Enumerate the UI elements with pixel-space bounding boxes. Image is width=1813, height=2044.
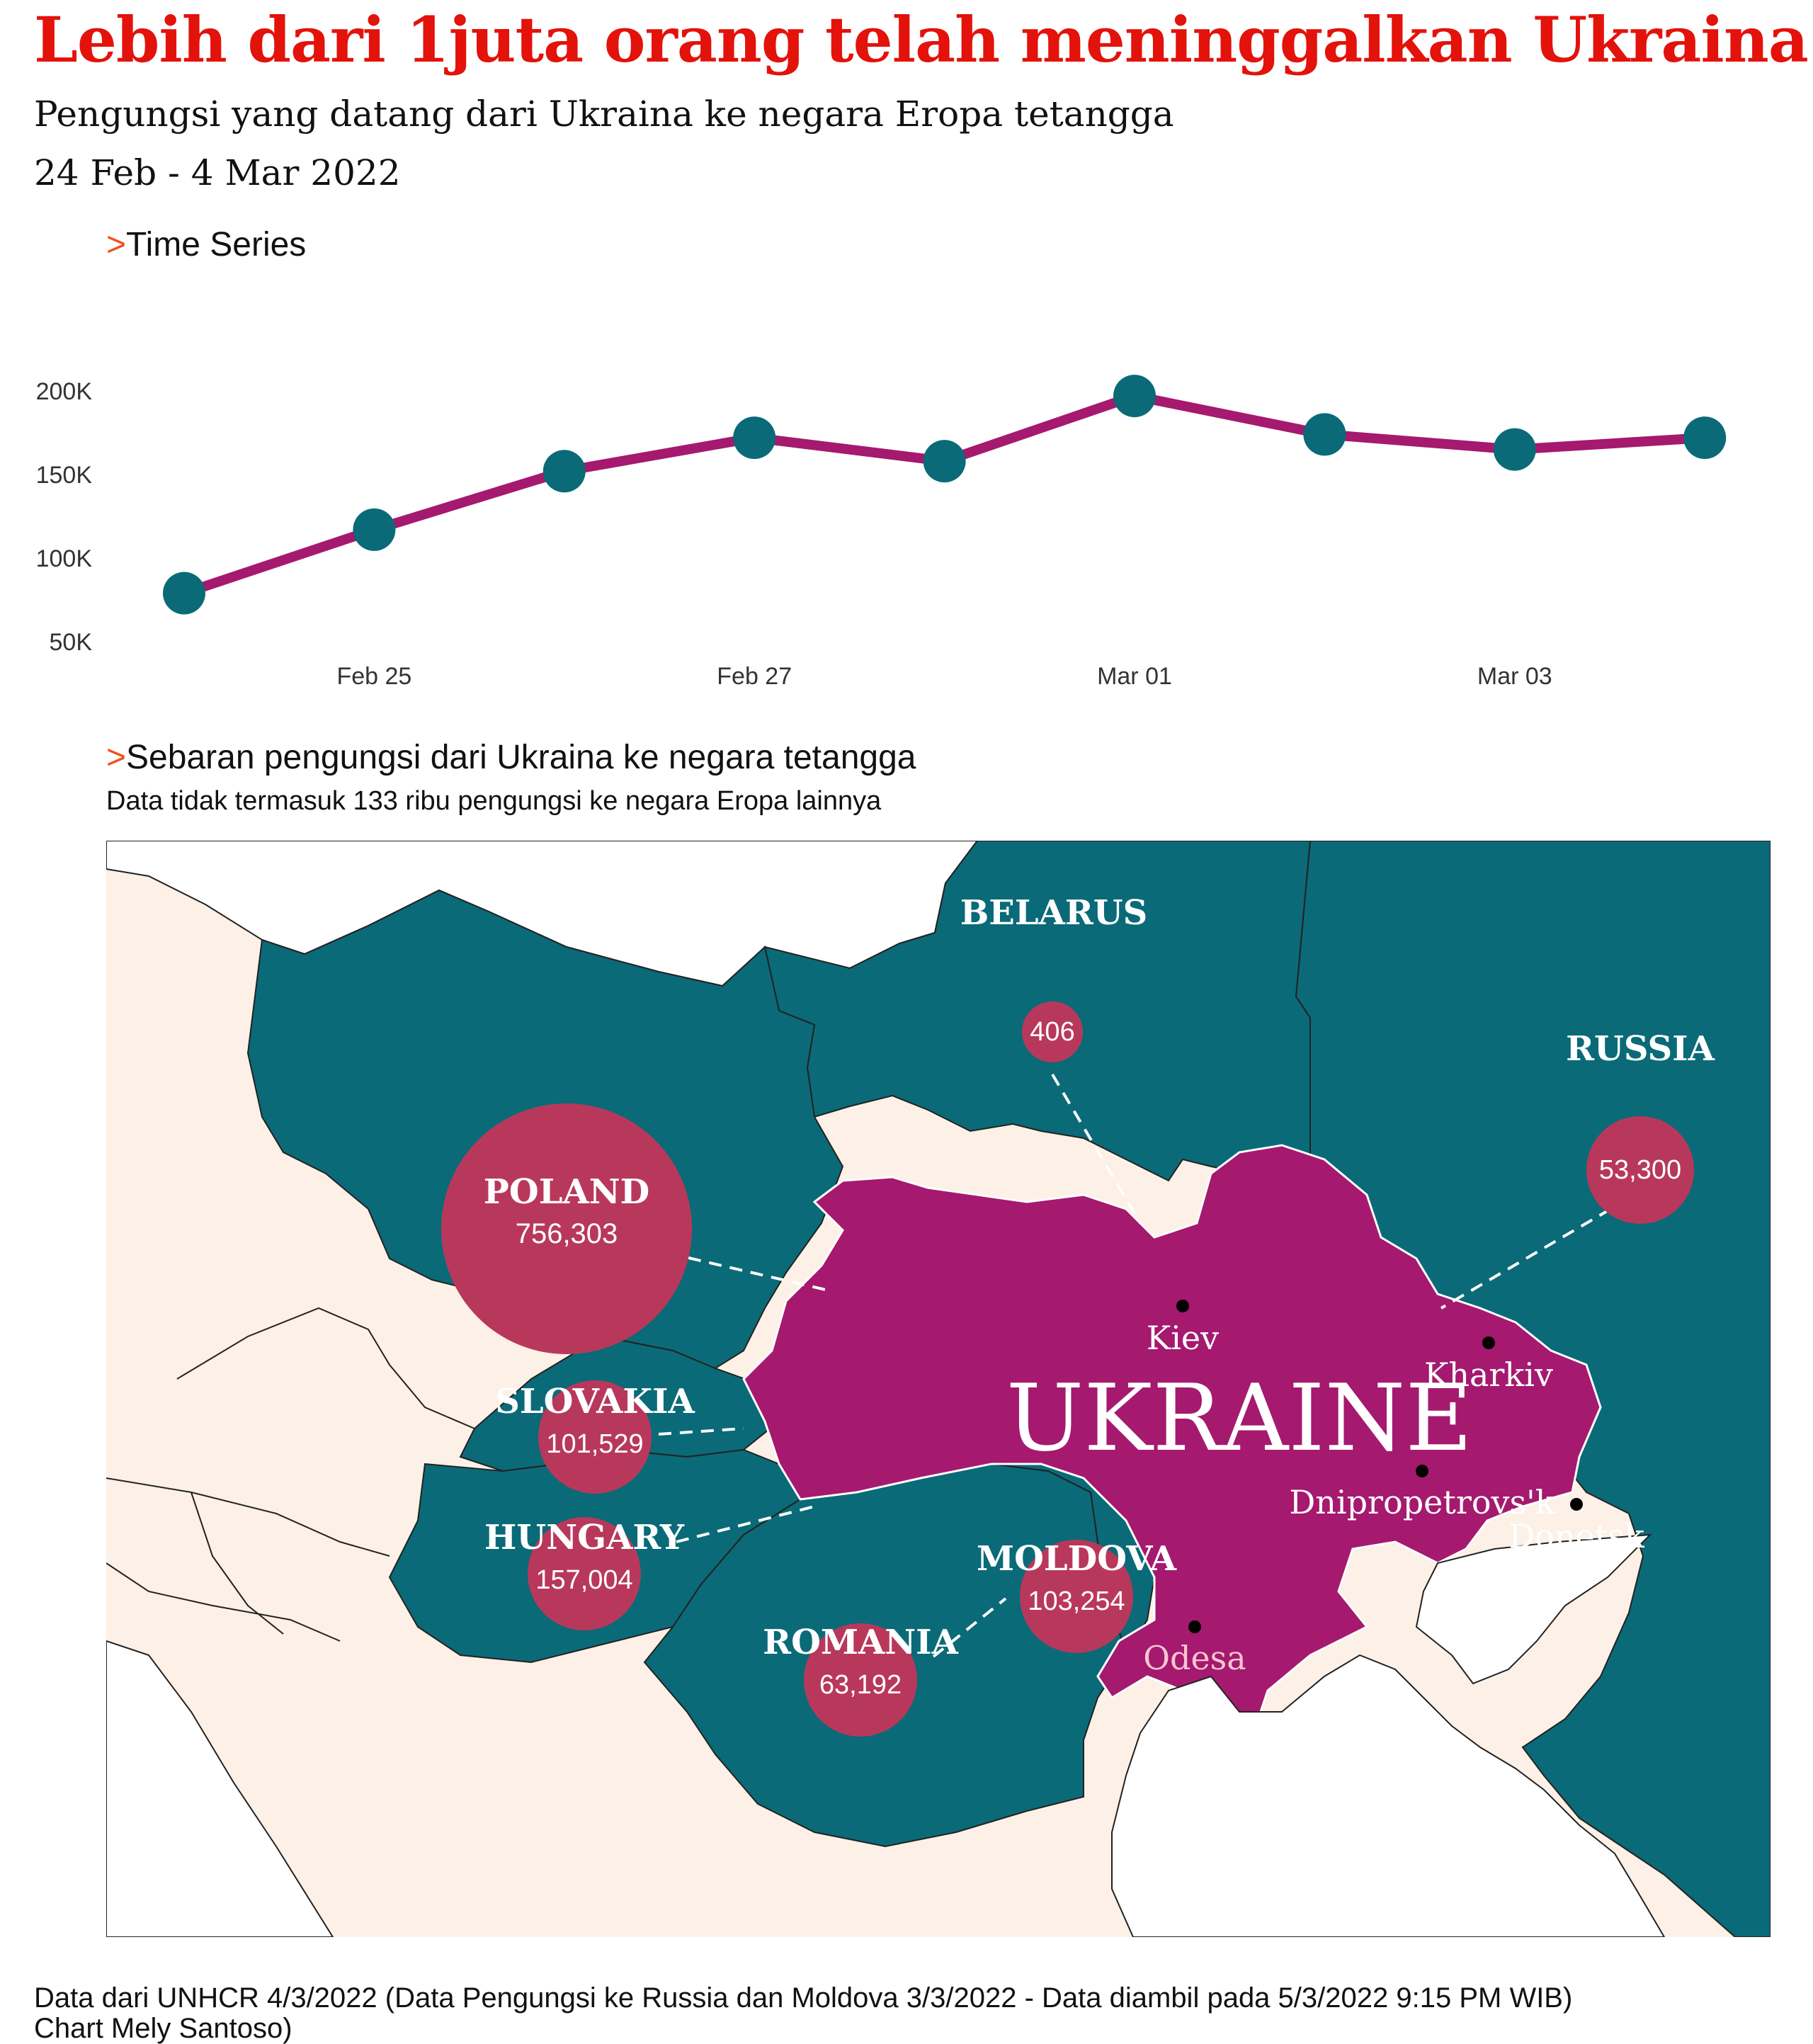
x-tick-label: Feb 27: [717, 663, 792, 690]
connector-russia: [1440, 1197, 1630, 1310]
city-kharkiv: Kharkiv: [1424, 1356, 1553, 1394]
map-heading-label: Sebaran pengungsi dari Ukraina ke negara…: [126, 739, 916, 776]
value-slovakia: 101,529: [546, 1429, 643, 1459]
y-tick-label: 200K: [36, 378, 93, 405]
y-tick-label: 50K: [50, 629, 93, 656]
value-hungary: 157,004: [535, 1565, 632, 1595]
x-tick-label: Mar 03: [1477, 663, 1552, 690]
data-point: [1113, 375, 1156, 418]
city-dnipropetrovsk: Dnipropetrovs'k: [1289, 1483, 1555, 1521]
time-series-heading: >Time Series: [106, 225, 306, 264]
bubble-moldova: [1020, 1540, 1133, 1653]
data-point: [163, 572, 205, 615]
x-tick-label: Feb 25: [336, 663, 411, 690]
connector-hungary: [676, 1505, 815, 1543]
city-dot-dnipropetrovsk: [1416, 1465, 1428, 1477]
data-point: [923, 440, 966, 483]
y-tick-label: 150K: [36, 462, 93, 489]
value-russia: 53,300: [1599, 1155, 1681, 1185]
label-russia: RUSSIA: [1566, 1029, 1715, 1069]
country-ukraine: [742, 1144, 1602, 1784]
y-tick-label: 100K: [36, 545, 93, 572]
city-dot-kiev: [1176, 1300, 1189, 1312]
city-kiev: Kiev: [1147, 1319, 1219, 1357]
data-point: [733, 416, 776, 460]
label-slovakia: SLOVAKIA: [495, 1382, 695, 1421]
adriatic-sea: [106, 1640, 334, 1937]
connector-poland: [688, 1256, 829, 1292]
bubble-romania: [804, 1623, 917, 1737]
connector-moldova: [932, 1597, 1007, 1658]
data-point: [1493, 428, 1536, 471]
date-range: 24 Feb - 4 Mar 2022: [34, 152, 401, 193]
city-dot-kharkiv: [1482, 1336, 1495, 1349]
data-point: [1303, 413, 1346, 456]
label-hungary: HUNGARY: [484, 1518, 685, 1557]
city-odesa: Odesa: [1143, 1639, 1246, 1677]
map-heading: >Sebaran pengungsi dari Ukraina ke negar…: [106, 738, 916, 777]
black-sea: [1111, 1654, 1666, 1937]
city-donetsk: Donetsk: [1508, 1517, 1645, 1555]
line-chart: 50K 100K 150K 200K Feb 25 Feb 27 Mar 01 Mar 03: [36, 375, 1727, 690]
value-poland: 756,303: [516, 1218, 618, 1249]
label-moldova: MOLDOVA: [977, 1539, 1177, 1579]
x-tick-label: Mar 01: [1097, 663, 1172, 690]
country-border: [106, 1307, 475, 1642]
data-point: [353, 508, 396, 551]
label-poland: POLAND: [484, 1172, 649, 1212]
x-axis: Feb 25 Feb 27 Mar 01 Mar 03: [336, 663, 1552, 690]
chevron-right-icon: >: [106, 226, 127, 263]
chevron-right-icon: >: [106, 739, 127, 776]
map-note: Data tidak termasuk 133 ribu pengungsi k…: [106, 786, 882, 816]
bubble-poland: [441, 1103, 692, 1354]
connector-lines: [658, 1073, 1630, 1658]
cities: Kiev Kharkiv Dnipropetrovs'k Donetsk Ode…: [1143, 1300, 1645, 1677]
bubble-slovakia: [538, 1380, 652, 1494]
chart-subtitle: Pengungsi yang datang dari Ukraina ke ne…: [34, 93, 1174, 135]
bubble-hungary: [528, 1517, 641, 1630]
value-moldova: 103,254: [1028, 1586, 1125, 1616]
data-point: [1683, 416, 1727, 460]
footer: Data dari UNHCR 4/3/2022 (Data Pengungsi…: [34, 1983, 1572, 2044]
label-romania: ROMANIA: [763, 1623, 958, 1662]
city-dot-odesa: [1188, 1620, 1201, 1633]
value-romania: 63,192: [819, 1670, 902, 1700]
bubble-belarus: [1022, 1001, 1083, 1062]
chart-title: Lebih dari 1juta orang telah meninggalka…: [34, 3, 1809, 76]
series-line: [179, 391, 1710, 598]
footer-source: Data dari UNHCR 4/3/2022 (Data Pengungsi…: [34, 1982, 1573, 2014]
footer-credit: Chart Mely Santoso): [34, 2013, 292, 2044]
connector-belarus: [1051, 1073, 1142, 1225]
label-ukraine: UKRAINE: [1006, 1364, 1472, 1472]
data-point: [542, 450, 586, 493]
label-belarus: BELARUS: [960, 893, 1148, 933]
city-dot-donetsk: [1570, 1498, 1583, 1511]
value-belarus: 406: [1030, 1017, 1074, 1047]
sea-of-azov: [1415, 1533, 1652, 1685]
refugee-map: BELARUS RUSSIA POLAND 756,303 SLOVAKIA 101,…: [106, 841, 1771, 1937]
time-series-label: Time Series: [126, 226, 307, 263]
series-points: [163, 375, 1727, 615]
refugee-bubbles: POLAND 756,303 SLOVAKIA 101,529 HUNGARY 157,0…: [441, 1001, 1694, 1737]
bubble-russia: [1586, 1116, 1694, 1224]
connector-slovakia: [658, 1427, 744, 1436]
y-axis: 50K 100K 150K 200K: [36, 378, 93, 656]
